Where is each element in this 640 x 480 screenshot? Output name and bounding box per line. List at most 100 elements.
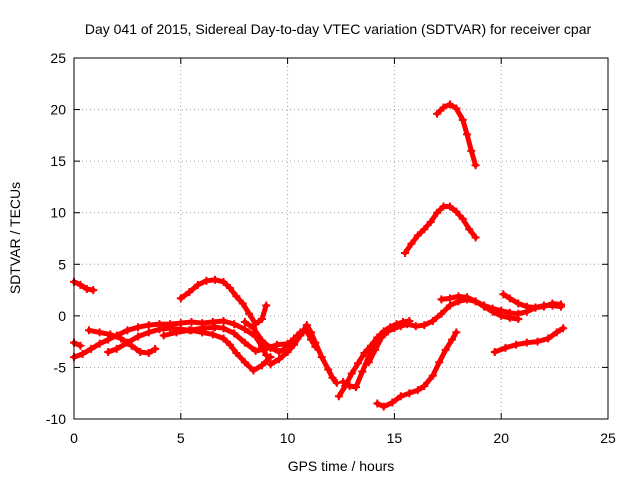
data-point — [249, 366, 258, 375]
data-point — [104, 347, 113, 356]
data-point — [240, 325, 249, 334]
data-point — [82, 285, 91, 294]
data-point — [272, 340, 281, 349]
x-tick-label: 10 — [280, 430, 296, 446]
data-point — [151, 344, 160, 353]
data-point — [364, 358, 373, 367]
data-point — [219, 334, 228, 343]
data-point — [445, 202, 454, 211]
data-point — [426, 217, 435, 226]
data-point — [360, 348, 369, 357]
series-track-14 — [401, 202, 480, 257]
grid — [74, 58, 608, 419]
data-point — [232, 348, 241, 357]
y-tick-label: 25 — [50, 50, 66, 66]
chart-title: Day 041 of 2015, Sidereal Day-to-day VTE… — [85, 21, 592, 37]
data-point — [522, 302, 531, 311]
data-point — [458, 214, 467, 223]
data-point — [185, 288, 194, 297]
data-point — [230, 320, 239, 329]
data-point — [377, 333, 386, 342]
data-point — [441, 345, 450, 354]
data-point — [428, 317, 437, 326]
data-point — [219, 317, 228, 326]
data-point — [144, 348, 153, 357]
x-tick-label: 20 — [493, 430, 509, 446]
y-tick-label: 10 — [50, 205, 66, 221]
data-point — [185, 326, 194, 335]
data-point — [531, 303, 540, 312]
data-point — [373, 399, 382, 408]
data-point — [202, 276, 211, 285]
data-point — [238, 299, 247, 308]
data-point — [458, 115, 467, 124]
data-point — [548, 299, 557, 308]
plot-frame — [73, 57, 609, 420]
data-point — [514, 309, 523, 318]
data-point — [433, 208, 442, 217]
data-point — [557, 300, 566, 309]
data-point — [544, 334, 553, 343]
data-point — [317, 353, 326, 362]
data-point — [439, 103, 448, 112]
data-point — [76, 341, 85, 350]
data-point — [501, 343, 510, 352]
x-tick-label: 5 — [177, 430, 185, 446]
data-point — [403, 320, 412, 329]
y-axis: -10 -5 0 5 10 15 20 25 — [46, 50, 608, 427]
data-point — [396, 322, 405, 331]
data-point — [452, 328, 461, 337]
series-track-17 — [499, 290, 566, 312]
data-point — [405, 389, 414, 398]
data-point — [144, 328, 153, 337]
data-point — [420, 381, 429, 390]
data-point — [266, 343, 275, 352]
data-point — [257, 336, 266, 345]
data-point — [407, 239, 416, 248]
series-track-18 — [490, 324, 568, 356]
data-point — [116, 334, 125, 343]
y-axis-title: SDTVAR / TECUs — [7, 182, 23, 294]
data-point — [371, 345, 380, 354]
data-point — [251, 320, 260, 329]
data-point — [275, 355, 284, 364]
data-point — [84, 326, 93, 335]
data-point — [95, 328, 104, 337]
data-point — [187, 318, 196, 327]
data-point — [225, 284, 234, 293]
data-point — [351, 383, 360, 392]
data-point — [347, 369, 356, 378]
data-point — [136, 347, 145, 356]
data-point — [262, 301, 271, 310]
data-point — [452, 207, 461, 216]
data-point — [488, 304, 497, 313]
data-point — [240, 358, 249, 367]
series-line — [402, 204, 479, 256]
data-point — [463, 130, 472, 139]
data-point — [166, 324, 175, 333]
data-point — [428, 371, 437, 380]
data-point — [463, 293, 472, 302]
data-point — [445, 301, 454, 310]
y-tick-label: 5 — [58, 256, 66, 272]
data-point — [134, 332, 143, 341]
data-point — [471, 297, 480, 306]
data-point — [383, 327, 392, 336]
data-point — [396, 392, 405, 401]
data-point — [210, 323, 219, 332]
x-axis: 0 5 10 15 20 25 — [70, 58, 616, 446]
data-point — [95, 339, 104, 348]
y-tick-label: 15 — [50, 153, 66, 169]
y-tick-label: -5 — [54, 359, 67, 375]
data-point — [420, 321, 429, 330]
data-point — [240, 318, 249, 327]
data-point — [76, 280, 85, 289]
data-point — [307, 328, 316, 337]
data-point — [445, 100, 454, 109]
data-point — [324, 365, 333, 374]
data-point — [112, 344, 121, 353]
x-tick-label: 25 — [600, 430, 616, 446]
data-point — [219, 324, 228, 333]
data-point — [210, 275, 219, 284]
data-point — [465, 225, 474, 234]
